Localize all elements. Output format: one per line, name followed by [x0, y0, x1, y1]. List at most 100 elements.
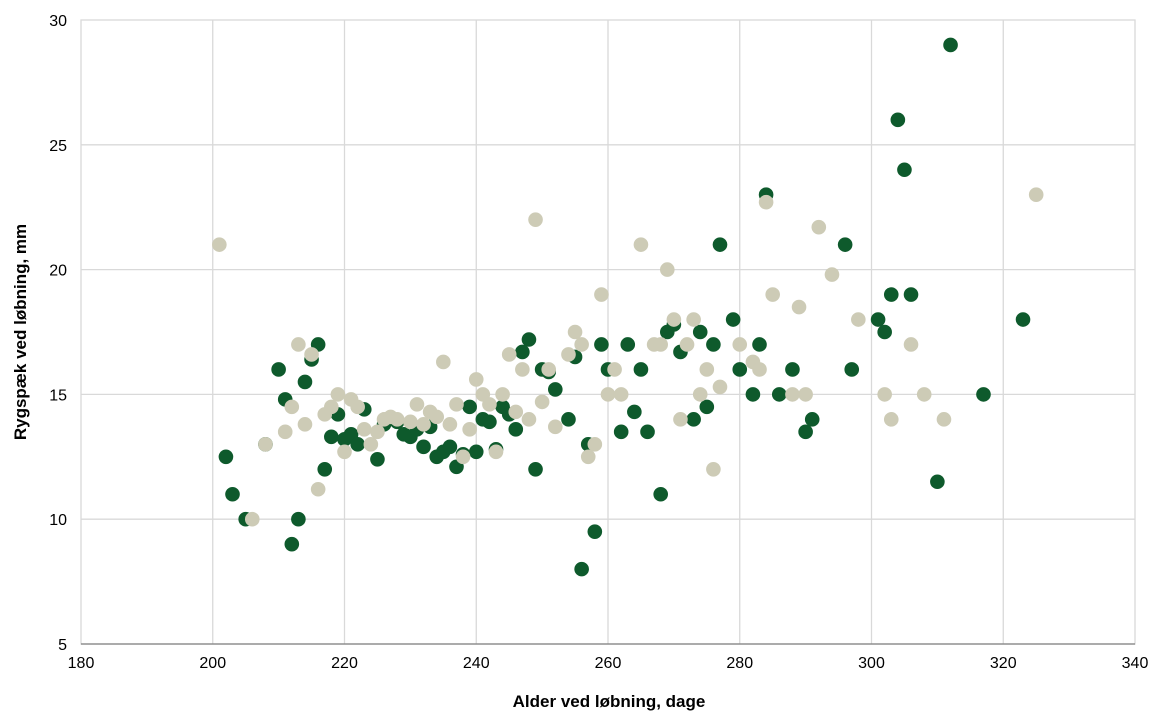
series-2-point	[416, 417, 431, 432]
series-2-point	[462, 422, 477, 437]
series-2-point	[659, 262, 675, 277]
series-1-point	[837, 237, 853, 252]
series-2-point	[495, 387, 510, 402]
series-1-point	[930, 474, 945, 490]
series-2-point	[515, 362, 530, 377]
series-2-point	[653, 337, 668, 352]
series-2-point	[521, 412, 537, 427]
series-2-point	[607, 362, 622, 377]
series-2-point	[758, 194, 774, 210]
series-1-point	[653, 486, 668, 502]
x-axis-title: Alder ved løbning, dage	[513, 692, 706, 711]
series-1-point	[574, 561, 589, 577]
series-1-point	[324, 429, 339, 445]
series-2-point	[574, 337, 589, 352]
series-2-point	[482, 397, 497, 412]
series-2-point	[310, 481, 326, 497]
series-2-point	[567, 324, 583, 340]
series-1-point	[706, 337, 721, 352]
series-2-point	[468, 372, 484, 387]
series-2-point	[291, 337, 306, 352]
series-1-point	[370, 451, 385, 467]
x-tick-label: 280	[726, 655, 753, 672]
y-tick-label: 5	[58, 637, 67, 654]
series-1-point	[594, 337, 609, 352]
series-2-point	[712, 379, 728, 395]
series-1-point	[587, 524, 603, 539]
series-2-point	[883, 412, 899, 427]
series-1-point	[548, 382, 563, 397]
series-2-point	[600, 387, 616, 402]
series-2-point	[356, 422, 372, 437]
series-2-point	[370, 424, 385, 440]
y-tick-label: 25	[49, 138, 67, 155]
series-1-point	[1015, 312, 1031, 327]
x-tick-label: 240	[463, 655, 490, 672]
series-1-point	[528, 461, 543, 477]
series-1-point	[804, 412, 820, 427]
series-2-point	[580, 449, 596, 465]
series-2-point	[508, 404, 524, 420]
series-2-point	[324, 399, 339, 415]
series-2-point	[785, 387, 800, 402]
series-1-point	[561, 412, 576, 427]
series-1-point	[844, 362, 860, 377]
series-2-point	[561, 347, 576, 362]
series-1-point	[640, 424, 655, 440]
series-2-point	[284, 399, 300, 415]
series-2-point	[765, 287, 780, 302]
series-1-point	[284, 536, 300, 552]
series-1-point	[620, 337, 636, 352]
series-2-point	[350, 399, 365, 415]
y-tick-label: 15	[49, 387, 67, 404]
series-2-point	[679, 337, 695, 352]
series-1-point	[627, 404, 642, 420]
series-1-point	[897, 162, 912, 178]
series-1-point	[943, 37, 958, 53]
y-axis-ticks: 5 10 15 20 25 30	[49, 13, 67, 654]
series-2-point	[501, 347, 517, 362]
series-1-point	[508, 422, 524, 437]
series-2-point	[877, 387, 892, 402]
series-2-point	[212, 237, 227, 252]
x-tick-label: 320	[990, 655, 1017, 672]
series-2-point	[330, 387, 346, 402]
series-2-point	[903, 337, 919, 352]
series-2-point	[811, 219, 827, 235]
series-1-point	[633, 362, 649, 377]
series-2-point	[692, 387, 708, 402]
x-tick-label: 180	[68, 655, 95, 672]
series-2-point	[449, 397, 464, 412]
series-2-point	[534, 394, 550, 410]
series-1-point	[468, 444, 484, 460]
series-2-point	[389, 412, 405, 427]
x-tick-label: 300	[858, 655, 885, 672]
series-1-point	[416, 439, 431, 455]
series-2-point	[699, 362, 715, 377]
series-2-point	[791, 299, 807, 315]
series-1-point	[712, 237, 728, 252]
gridlines	[81, 20, 1135, 644]
series-1-point	[785, 362, 800, 377]
series-1-point	[482, 414, 497, 430]
x-tick-label: 200	[199, 655, 226, 672]
x-axis-ticks: 180 200 220 240 260 280 300 320 340	[68, 655, 1149, 672]
series-2-point	[297, 417, 313, 432]
series-2-point	[587, 437, 603, 452]
series-1-point	[297, 374, 313, 390]
series-2-point	[798, 387, 813, 402]
y-axis-title: Rygspæk ved løbning, mm	[11, 224, 30, 440]
series-2-point	[594, 287, 609, 302]
series-2-point	[455, 449, 471, 465]
series-1-point	[515, 344, 530, 360]
series-1-point	[462, 399, 477, 415]
series-2-point	[936, 412, 952, 427]
series-2-point	[732, 337, 748, 352]
series-2-point	[403, 414, 418, 430]
series-1-point	[798, 424, 813, 440]
series-2-point	[686, 312, 701, 327]
series-2-point	[541, 362, 557, 377]
series-1-point	[870, 312, 886, 327]
series-2-point	[916, 387, 932, 402]
